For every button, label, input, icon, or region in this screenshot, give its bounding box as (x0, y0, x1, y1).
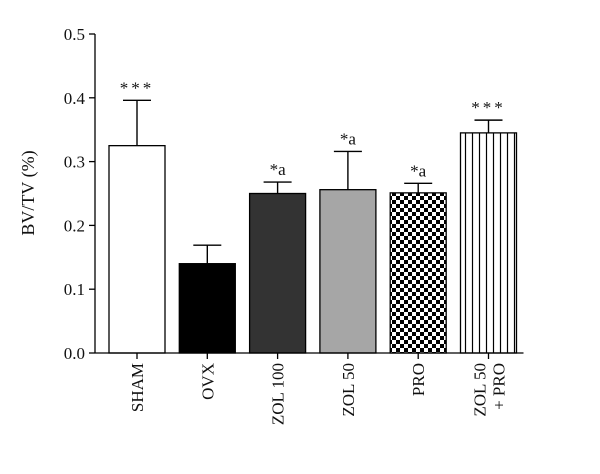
significance-annotation: *** (120, 78, 155, 97)
y-tick-label: 0.2 (64, 216, 85, 235)
y-tick-label: 0.3 (64, 153, 85, 172)
significance-annotation: *** (471, 98, 506, 117)
bar (319, 189, 377, 354)
y-axis-ticks: 0.0 0.1 0.2 0.3 0.4 0.5 (64, 25, 95, 363)
x-category-label: OVX (198, 363, 217, 400)
x-category-label: SHAM (128, 363, 147, 412)
y-tick-label: 0.1 (64, 280, 85, 299)
y-tick-label: 0.0 (64, 344, 85, 363)
y-axis-label: BV/TV (%) (18, 150, 39, 235)
bar (108, 144, 166, 354)
bar (389, 192, 447, 354)
significance-annotation: *a (340, 129, 357, 148)
x-category-label: ZOL 50 (471, 363, 490, 417)
bar (178, 263, 236, 354)
x-category-label-line2: + PRO (490, 363, 509, 410)
y-tick-label: 0.4 (64, 89, 86, 108)
bar (459, 132, 518, 354)
x-axis-categories: SHAM OVX ZOL 100 ZOL 50 PRO ZOL 50 + PRO (128, 353, 509, 425)
y-tick-label: 0.5 (64, 25, 85, 44)
significance-annotation: *a (270, 160, 287, 179)
x-category-label: ZOL 100 (269, 363, 288, 425)
x-category-label: ZOL 50 (339, 363, 358, 417)
significance-annotation: *a (410, 161, 427, 180)
x-category-label: PRO (409, 363, 428, 396)
bar (248, 192, 307, 354)
bars: *** *a *a *a *** (108, 78, 518, 354)
